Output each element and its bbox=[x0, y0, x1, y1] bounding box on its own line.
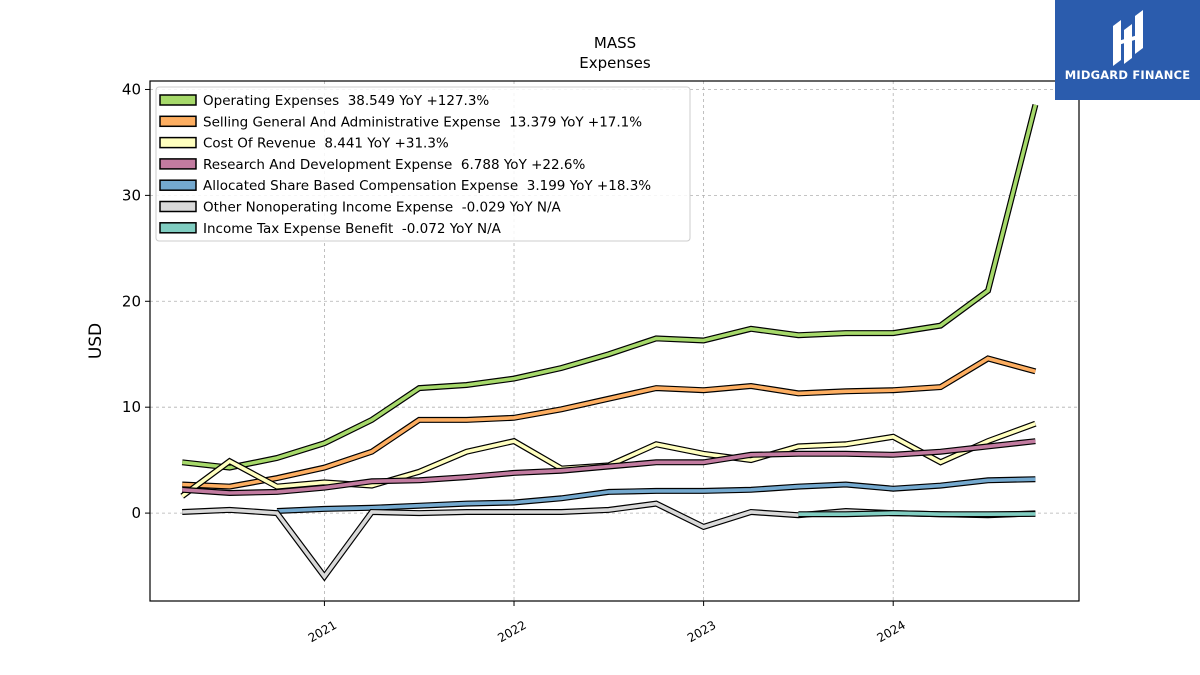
series-line bbox=[276, 476, 1036, 514]
x-tick-label: 2024 bbox=[874, 618, 907, 645]
legend-swatch bbox=[159, 200, 197, 213]
legend-label: Income Tax Expense Benefit -0.072 YoY N/… bbox=[203, 221, 502, 237]
y-tick-label: 30 bbox=[122, 186, 141, 204]
legend-box bbox=[155, 86, 691, 242]
y-tick-label: 40 bbox=[122, 80, 141, 98]
y-tick-label: 10 bbox=[122, 398, 141, 416]
x-tick-label: 2021 bbox=[306, 618, 339, 645]
series-line-stroke bbox=[181, 104, 1038, 470]
series-line-stroke bbox=[798, 511, 1036, 517]
midgard-finance-logo: MIDGARD FINANCE bbox=[1055, 0, 1200, 100]
legend-label: Cost Of Revenue 8.441 YoY +31.3% bbox=[203, 136, 449, 152]
chart-subtitle: Expenses bbox=[579, 54, 651, 72]
chart-title: MASS bbox=[594, 34, 636, 52]
series-line-stroke bbox=[182, 356, 1036, 489]
legend-label: Allocated Share Based Compensation Expen… bbox=[203, 178, 651, 194]
brand-name: MIDGARD FINANCE bbox=[1064, 68, 1191, 82]
legend-label: Research And Development Expense 6.788 Y… bbox=[203, 157, 585, 173]
y-tick-label: 20 bbox=[122, 292, 141, 310]
series-line bbox=[798, 510, 1036, 518]
legend-swatch bbox=[159, 222, 197, 234]
series-line bbox=[182, 355, 1037, 490]
plot-frame bbox=[149, 80, 1080, 602]
legend-swatch bbox=[159, 158, 197, 170]
legend: Operating Expenses 38.549 YoY +127.3% Sel… bbox=[155, 86, 691, 242]
y-tick-label: 0 bbox=[131, 504, 141, 522]
midgard-finance-logo-icon bbox=[1113, 10, 1143, 66]
legend-swatch bbox=[159, 94, 197, 106]
y-axis-label: USD bbox=[86, 323, 106, 359]
series-line bbox=[181, 104, 1039, 471]
legend-label: Other Nonoperating Income Expense -0.029… bbox=[203, 200, 562, 216]
legend-label: Selling General And Administrative Expen… bbox=[203, 114, 642, 130]
legend-swatch bbox=[159, 115, 197, 128]
legend-swatch bbox=[159, 179, 197, 191]
series-lines bbox=[180, 104, 1039, 582]
legend-label: Operating Expenses 38.549 YoY +127.3% bbox=[203, 93, 489, 109]
series-line-stroke bbox=[182, 439, 1036, 495]
x-tick-label: 2023 bbox=[685, 618, 718, 645]
x-tick-label: 2022 bbox=[495, 618, 528, 645]
series-line-stroke bbox=[276, 477, 1036, 513]
legend-swatch bbox=[159, 136, 197, 149]
series-line bbox=[181, 438, 1036, 497]
